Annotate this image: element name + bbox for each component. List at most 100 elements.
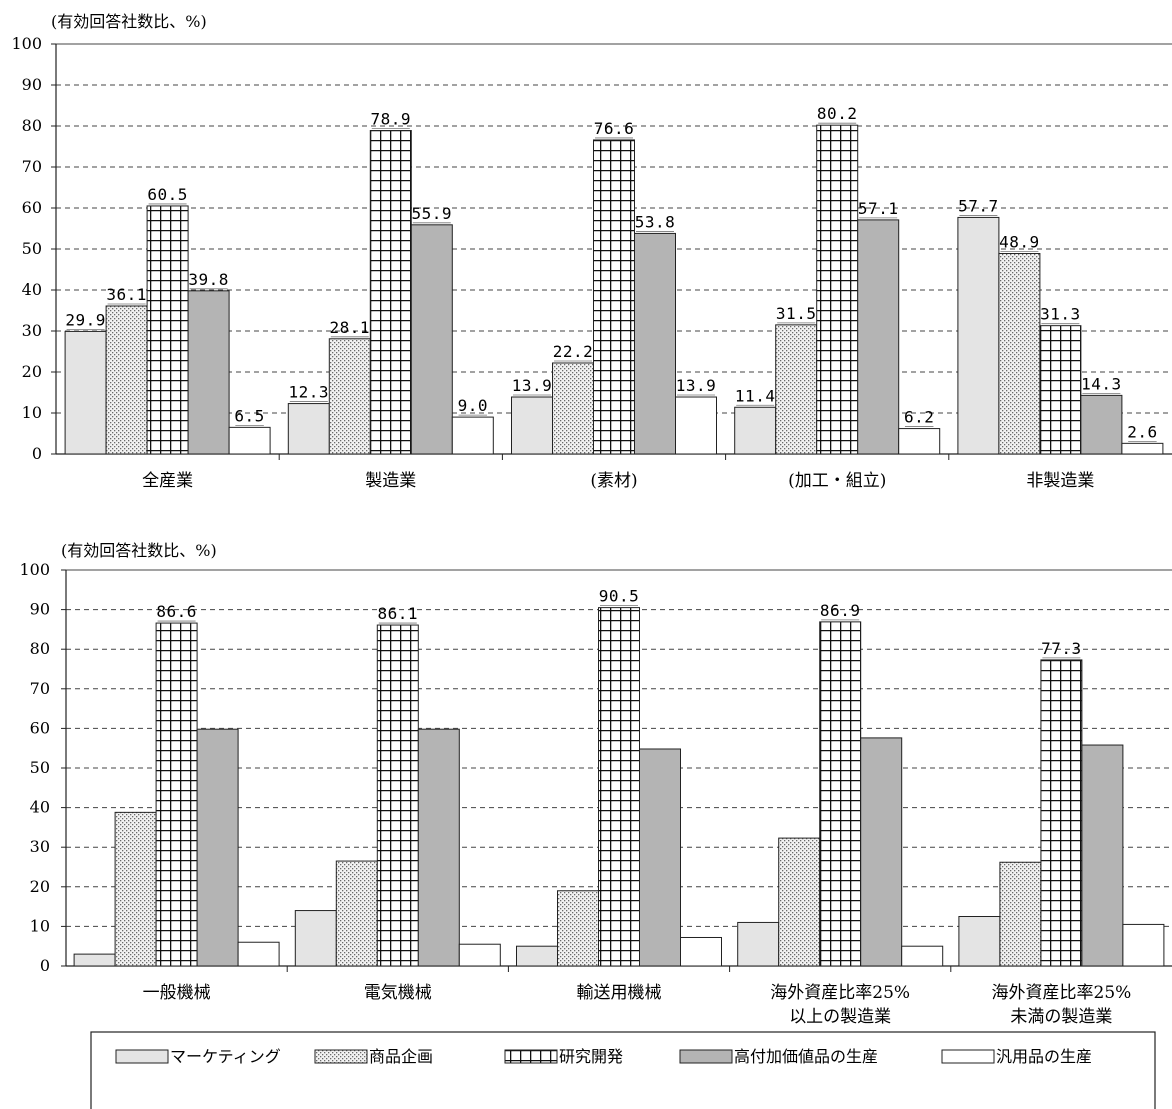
bar [451,416,494,455]
legend-label: マーケティング [170,1047,281,1066]
bar [734,406,777,455]
bar [458,943,501,967]
y-tick-label: 60 [30,718,50,737]
data-label: 39.8 [188,270,229,289]
bar [1122,923,1165,967]
bar [675,396,717,455]
bar [1080,394,1123,455]
y-tick-label: 10 [22,403,42,422]
y-tick-label: 70 [30,679,50,698]
bar [593,139,635,455]
data-label: 11.4 [735,386,776,405]
y-tick-label: 90 [22,75,42,94]
data-label: 29.9 [65,310,106,329]
y-tick-label: 20 [22,362,42,381]
bar [901,945,944,967]
data-label: 31.3 [1040,305,1081,324]
y-tick-label: 10 [30,916,50,935]
bar [898,428,941,455]
legend-frame [90,1031,1156,1109]
data-label: 28.1 [330,318,371,337]
data-label: 36.1 [106,285,147,304]
bar [294,910,337,967]
y-tick-label: 80 [22,116,42,135]
y-tick-label: 60 [22,198,42,217]
y-tick-label: 100 [19,560,50,579]
y-tick-label: 90 [30,600,50,619]
x-category-label: (加工・組立) [788,471,886,491]
bar [105,305,148,455]
legend-swatch [314,1049,368,1064]
x-category-label: 海外資産比率25% [770,983,910,1003]
x-category-label: 製造業 [365,471,416,491]
y-tick-label: 70 [22,157,42,176]
data-label: 13.9 [676,376,717,395]
bar [228,426,271,455]
data-label: 12.3 [289,383,330,402]
x-category-label: 非製造業 [1026,471,1094,491]
bar [860,737,903,967]
data-label: 55.9 [412,204,453,223]
bar [376,624,419,967]
data-label: 86.9 [820,601,861,620]
bar [369,130,412,455]
bar [1039,325,1082,455]
y-tick-label: 100 [11,34,42,53]
data-label: 9.0 [458,396,488,415]
y-axis-unit-label: (有効回答社数比、%) [61,541,217,560]
y-tick-label: 80 [30,639,50,658]
bar [816,124,859,455]
bar [410,224,453,455]
data-label: 31.5 [776,304,817,323]
bar [1121,442,1164,455]
bar [237,941,280,967]
bar [775,324,818,455]
data-label: 13.9 [512,376,553,395]
bar [639,748,681,967]
data-label: 48.9 [999,233,1040,252]
legend-label: 商品企画 [369,1047,433,1066]
x-category-label: 一般機械 [143,983,211,1003]
y-tick-label: 40 [22,280,42,299]
x-category-label: 海外資産比率25% [992,983,1132,1003]
data-label: 76.6 [594,119,635,138]
legend-label: 汎用品の生産 [996,1047,1092,1066]
chart-panel-2: (有効回答社数比、%) 0 10 20 30 40 50 60 70 80 90 100 86.6 一般機… [19,541,1172,1027]
bar [557,890,599,967]
data-label: 77.3 [1041,639,1082,658]
y-tick-label: 40 [30,798,50,817]
bar [64,330,107,455]
bar [328,338,371,455]
bar [187,290,230,455]
bar [958,916,1001,967]
x-category-label: 輸送用機械 [577,983,662,1003]
data-label: 86.1 [378,604,419,623]
bar [287,403,330,455]
bar [73,953,116,967]
data-label: 6.5 [234,406,264,425]
data-label: 60.5 [147,185,188,204]
data-label: 78.9 [371,110,412,129]
bar [417,728,460,967]
bar [998,253,1041,455]
chart-panel-1: (有効回答社数比、%) 0 10 20 30 40 50 60 70 80 90 100 29.936.… [11,12,1172,491]
data-label: 57.7 [958,196,999,215]
bar [634,232,676,455]
bar [857,219,900,455]
bar [778,837,821,967]
bar [1040,659,1083,967]
bar [819,621,862,967]
data-label: 57.1 [858,199,899,218]
data-label: 2.6 [1127,422,1157,441]
y-tick-label: 30 [30,837,50,856]
bar [511,396,553,455]
legend-swatch [504,1049,558,1064]
x-category-label: 以上の製造業 [789,1007,891,1027]
bar [155,622,198,967]
data-label: 90.5 [599,587,640,606]
bar [1081,744,1124,967]
data-label: 14.3 [1081,374,1122,393]
y-tick-label: 0 [32,444,42,463]
y-tick-label: 50 [30,758,50,777]
